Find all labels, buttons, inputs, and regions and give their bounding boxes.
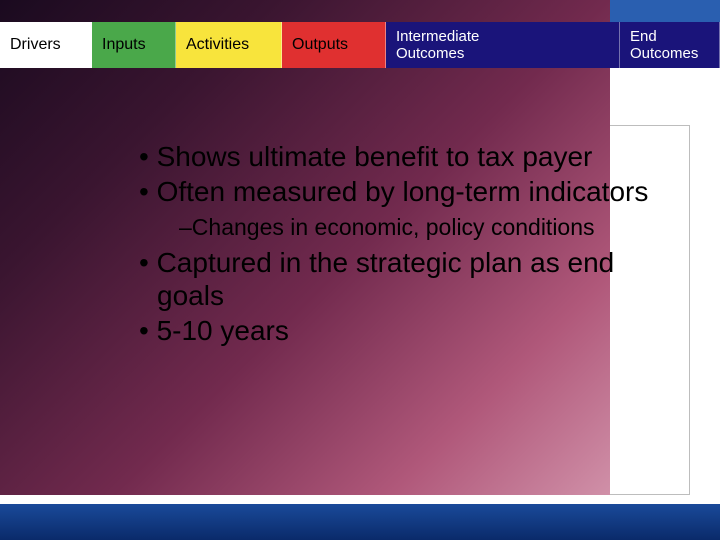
stage-label: Outputs: [292, 36, 348, 54]
stage-label: Activities: [186, 36, 249, 54]
bullet-item: • Shows ultimate benefit to tax payer: [135, 140, 675, 173]
stage-drivers[interactable]: Drivers: [0, 22, 92, 68]
bullet-item: • 5-10 years: [135, 314, 675, 347]
stage-activities[interactable]: Activities: [176, 22, 282, 68]
stage-outputs[interactable]: Outputs: [282, 22, 386, 68]
stage-end-outcomes[interactable]: EndOutcomes: [620, 22, 720, 68]
slide-body-text: • Shows ultimate benefit to tax payer • …: [135, 140, 675, 349]
bullet-item: • Captured in the strategic plan as end …: [135, 246, 675, 312]
bullet-item: • Often measured by long-term indicators: [135, 175, 675, 208]
footer-bar: [0, 504, 720, 540]
stage-label: Inputs: [102, 36, 146, 54]
stage-intermediate-outcomes[interactable]: IntermediateOutcomes: [386, 22, 620, 68]
sub-bullet-item: –Changes in economic, policy conditions: [135, 214, 675, 242]
stage-label: IntermediateOutcomes: [396, 28, 479, 63]
stage-label: Drivers: [10, 36, 61, 54]
stage-inputs[interactable]: Inputs: [92, 22, 176, 68]
logic-model-stage-bar: Drivers Inputs Activities Outputs Interm…: [0, 22, 720, 68]
stage-label: EndOutcomes: [630, 28, 698, 63]
